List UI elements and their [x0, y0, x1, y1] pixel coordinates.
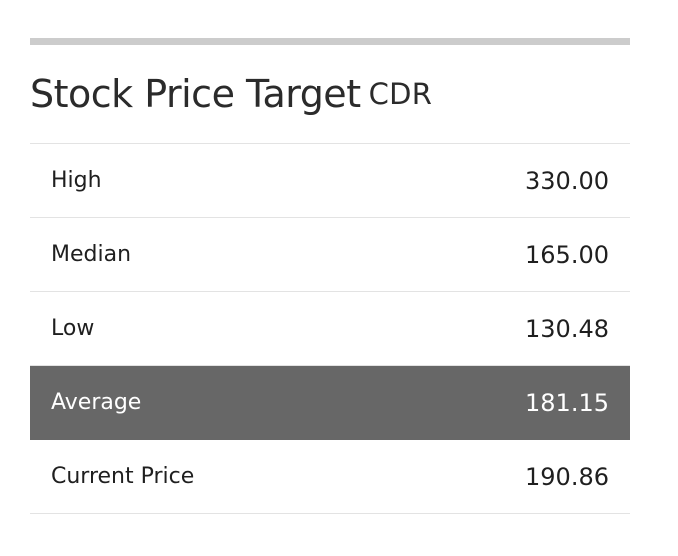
target-row-low: Low 130.48	[30, 292, 630, 366]
top-divider	[30, 38, 630, 45]
target-row-current-price: Current Price 190.86	[30, 440, 630, 514]
panel-header: Stock Price Target CDR	[30, 45, 630, 144]
price-target-panel: Stock Price Target CDR High 330.00 Media…	[30, 38, 630, 514]
row-label: Average	[51, 390, 142, 415]
ticker-symbol: CDR	[368, 77, 433, 111]
row-value: 130.48	[525, 314, 609, 343]
row-label: High	[51, 168, 102, 193]
row-label: Current Price	[51, 464, 195, 489]
row-value: 190.86	[525, 462, 609, 491]
row-value: 181.15	[525, 388, 609, 417]
row-label: Low	[51, 316, 95, 341]
target-row-median: Median 165.00	[30, 218, 630, 292]
row-value: 165.00	[525, 240, 609, 269]
row-value: 330.00	[525, 166, 609, 195]
target-row-high: High 330.00	[30, 144, 630, 218]
target-row-average: Average 181.15	[30, 366, 630, 440]
row-label: Median	[51, 242, 132, 267]
panel-title: Stock Price Target	[30, 72, 361, 116]
